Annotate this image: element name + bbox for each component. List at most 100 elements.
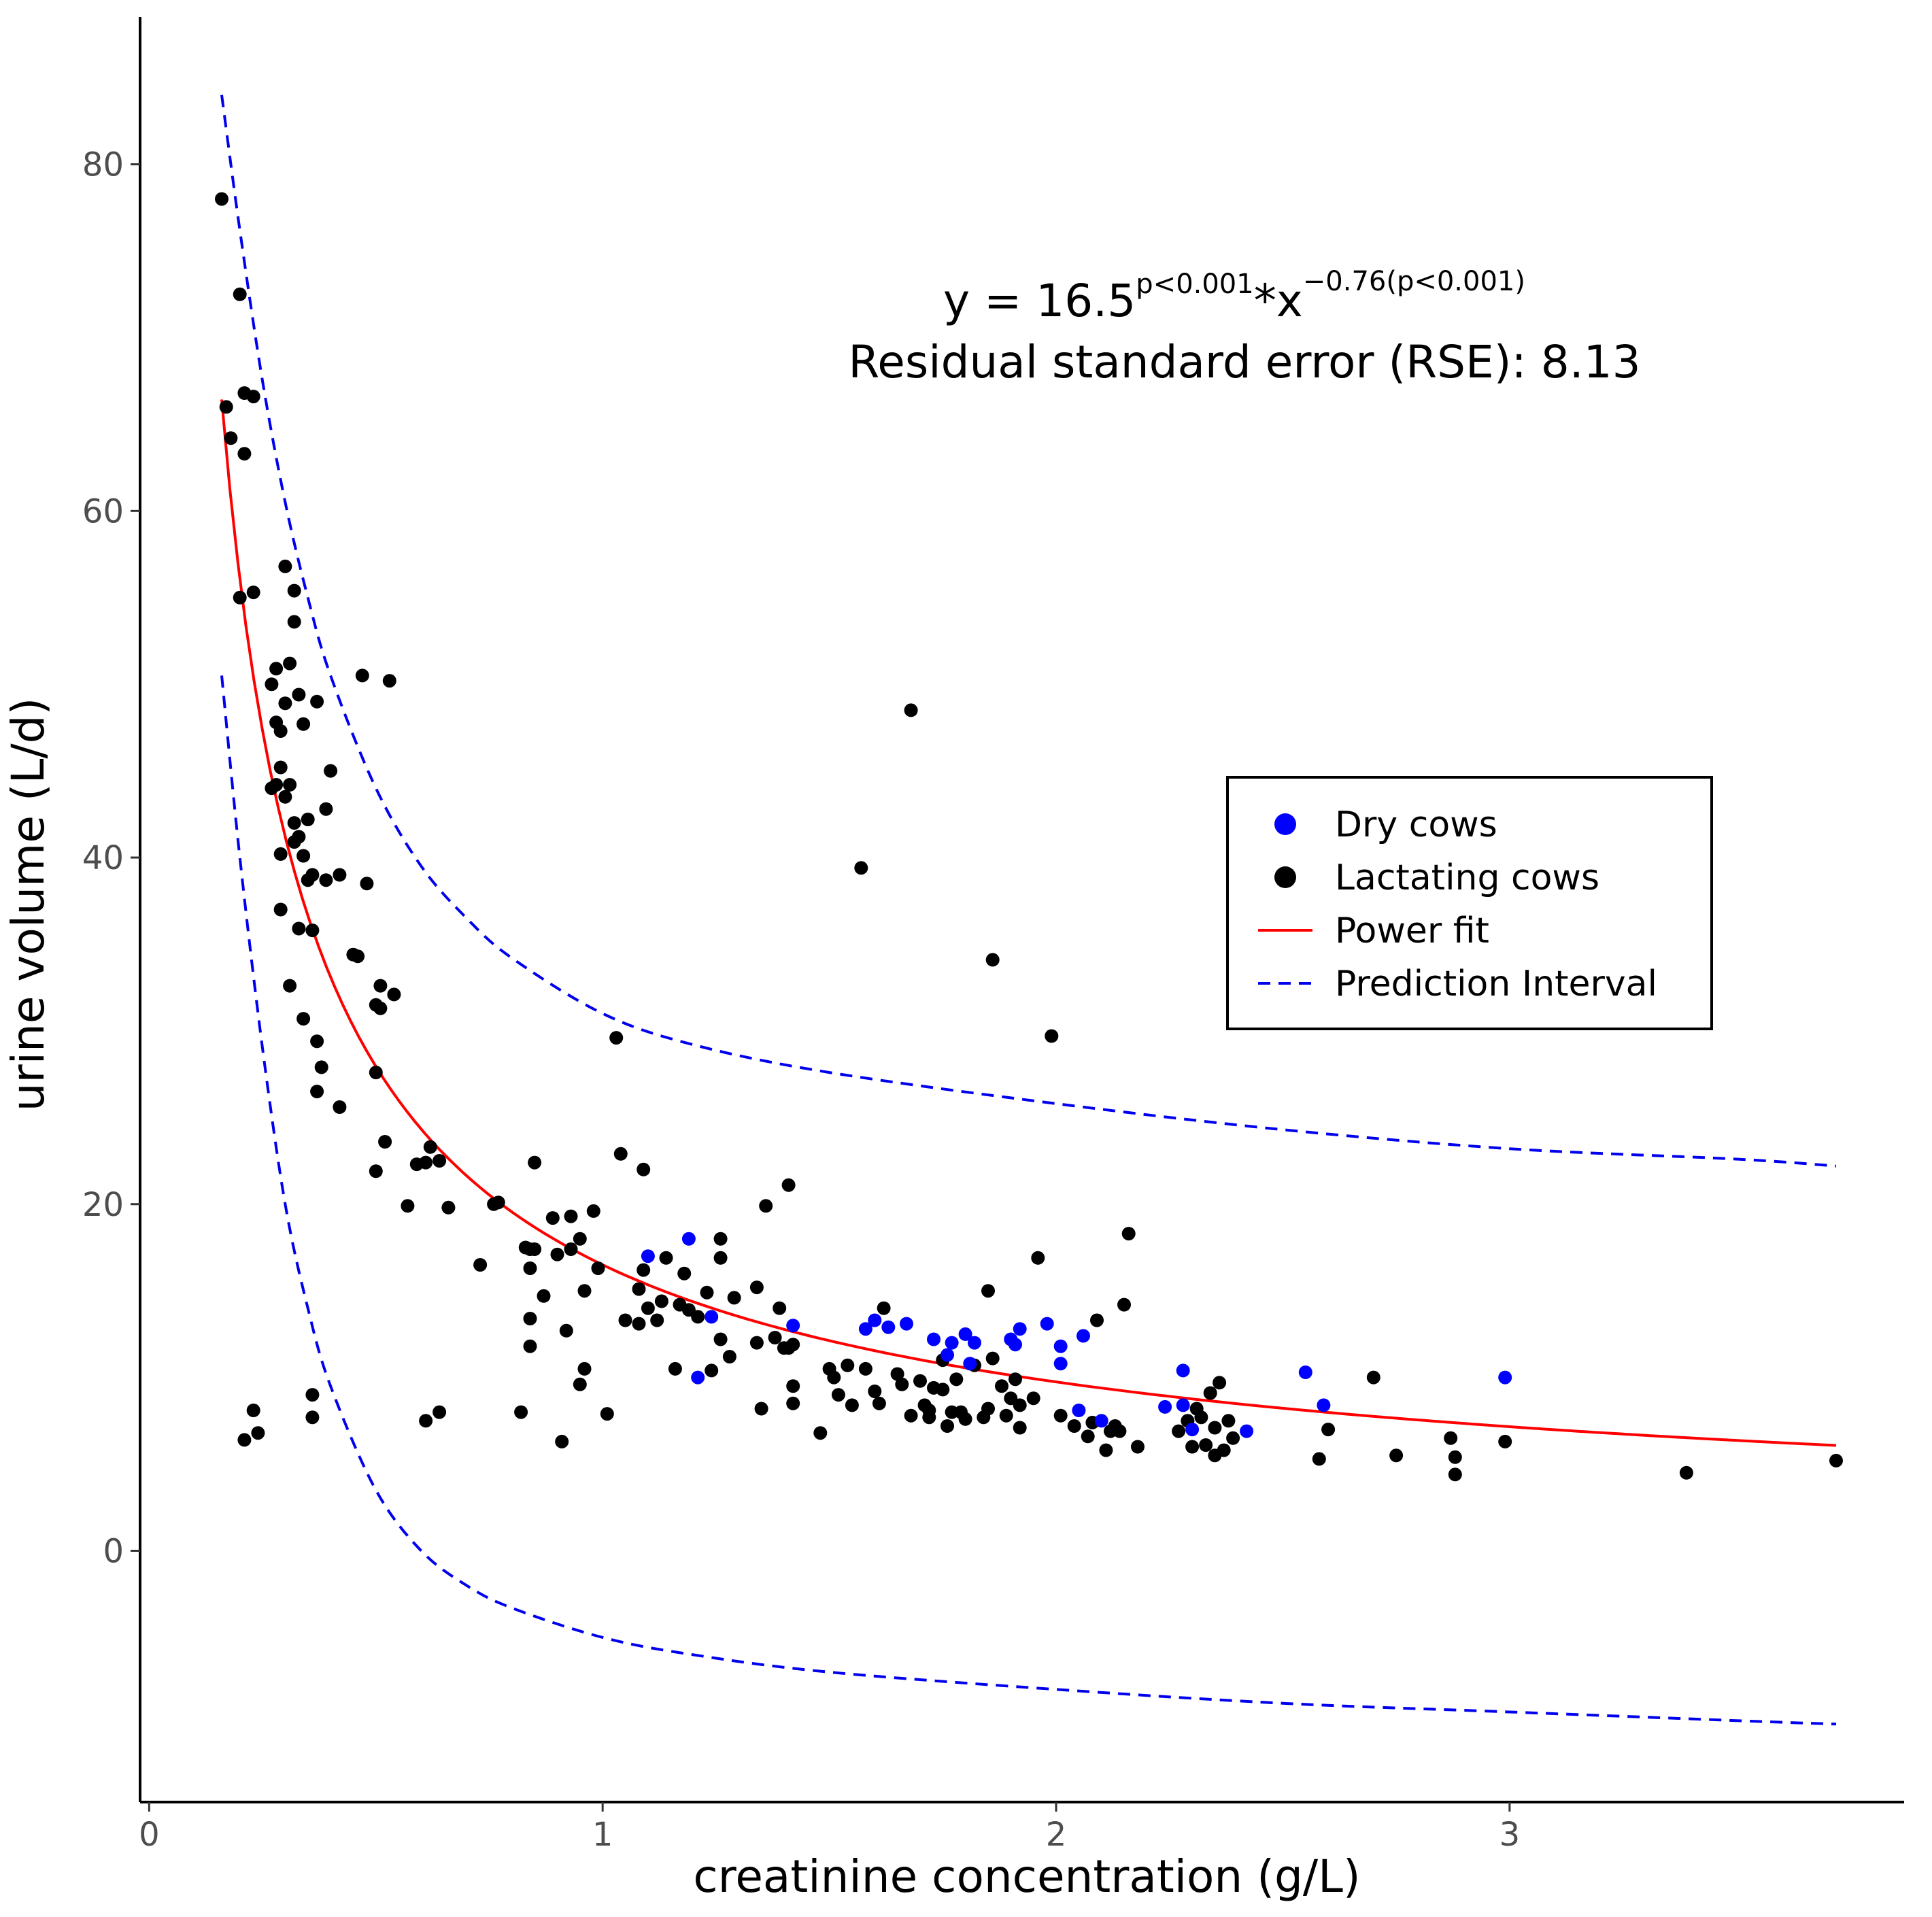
legend-label-dry-cows: Dry cows xyxy=(1335,804,1497,845)
lactating-cow-point xyxy=(949,1372,964,1387)
lactating-cow-point xyxy=(550,1247,564,1261)
lactating-cow-point xyxy=(691,1310,705,1324)
dry-cow-point xyxy=(1298,1365,1312,1379)
lactating-cow-point xyxy=(273,760,288,775)
lactating-cow-point xyxy=(868,1385,882,1398)
lactating-cow-point xyxy=(1172,1424,1186,1438)
lactating-cow-point xyxy=(854,861,868,875)
lactating-cow-point xyxy=(713,1332,728,1346)
lactating-cow-point xyxy=(786,1338,800,1352)
lactating-cow-point xyxy=(773,1301,787,1315)
lactating-cow-point xyxy=(759,1199,773,1213)
lactating-cow-point xyxy=(419,1414,433,1428)
lactating-cow-point xyxy=(283,979,297,993)
lactating-cow-point xyxy=(296,717,311,731)
x-axis-title: creatinine concentration (g/L) xyxy=(693,1850,1360,1903)
legend-label-lactating-cows: Lactating cows xyxy=(1335,858,1599,898)
lactating-cow-point xyxy=(985,953,1000,967)
lactating-cow-point xyxy=(1226,1431,1240,1445)
lactating-cow-point xyxy=(333,1100,347,1114)
lactating-cow-point xyxy=(872,1396,886,1410)
dry-cow-point xyxy=(1185,1423,1200,1437)
lactating-cow-point xyxy=(1448,1450,1462,1464)
lactating-cow-point xyxy=(1031,1251,1045,1265)
lactating-cow-point xyxy=(360,877,374,891)
y-tick-label: 20 xyxy=(82,1186,124,1224)
legend-key-lactating-cows xyxy=(1274,866,1296,888)
lactating-cow-point xyxy=(995,1379,1009,1393)
dry-cow-point xyxy=(881,1320,896,1334)
lactating-cow-point xyxy=(713,1251,728,1265)
dry-cow-point xyxy=(958,1327,972,1341)
lactating-cow-point xyxy=(577,1361,592,1376)
lactating-cow-point xyxy=(296,849,311,863)
lactating-cow-point xyxy=(705,1363,719,1378)
lactating-cow-point xyxy=(845,1398,859,1412)
lactating-cow-point xyxy=(401,1199,415,1213)
lactating-cow-point xyxy=(609,1031,624,1045)
lactating-cow-point xyxy=(618,1313,632,1327)
lactating-cow-point xyxy=(369,1164,383,1178)
lactating-cow-point xyxy=(1121,1227,1136,1241)
lactating-cow-point xyxy=(246,390,260,404)
lactating-cow-point xyxy=(265,781,279,796)
lactating-cow-point xyxy=(858,1361,872,1376)
y-tick-label: 60 xyxy=(82,492,124,530)
lactating-cow-point xyxy=(895,1377,909,1391)
lactating-cow-point xyxy=(528,1155,542,1170)
lactating-cow-point xyxy=(564,1209,578,1223)
lactating-cow-point xyxy=(981,1402,995,1416)
lactating-cow-point xyxy=(233,287,247,301)
lactating-cow-point xyxy=(999,1408,1013,1423)
lactating-cow-point xyxy=(1213,1376,1227,1390)
lactating-cow-point xyxy=(319,802,333,816)
dry-cow-point xyxy=(705,1310,719,1324)
lactating-cow-point xyxy=(904,1408,918,1423)
lactating-cow-point xyxy=(922,1410,936,1425)
dry-cow-point xyxy=(1240,1424,1254,1438)
dry-cow-point xyxy=(1040,1317,1054,1331)
lactating-cow-point xyxy=(713,1232,728,1246)
lactating-cow-point xyxy=(314,1060,328,1074)
lactating-cow-point xyxy=(981,1284,995,1298)
y-tick-label: 40 xyxy=(82,839,124,877)
lactating-cow-point xyxy=(613,1147,628,1161)
dry-cow-point xyxy=(1498,1370,1512,1385)
lactating-cow-point xyxy=(292,688,306,702)
lactating-cow-point xyxy=(1199,1438,1213,1452)
y-axis: 0 20 40 60 80 xyxy=(82,17,141,1802)
lactating-cow-point xyxy=(269,662,284,676)
lactating-cow-point xyxy=(423,1140,437,1154)
lactating-cow-point xyxy=(1099,1443,1113,1457)
lactating-cow-point xyxy=(940,1419,954,1433)
lactating-cow-point xyxy=(700,1285,714,1300)
dry-cow-point xyxy=(1072,1404,1086,1417)
lactating-cow-point xyxy=(749,1336,764,1350)
lactating-cow-point xyxy=(1679,1465,1693,1480)
lactating-cow-point xyxy=(373,1001,388,1015)
lactating-cow-point xyxy=(273,724,288,738)
dry-cow-point xyxy=(1094,1414,1108,1428)
lactating-cow-point xyxy=(292,921,306,936)
data-points xyxy=(215,192,1843,1482)
lactating-cow-point xyxy=(577,1284,592,1298)
rse-line: Residual standard error (RSE): 8.13 xyxy=(848,336,1640,388)
lactating-cow-point xyxy=(215,192,228,206)
lactating-cow-point xyxy=(310,694,324,709)
lactating-cow-point xyxy=(369,1066,383,1080)
lactating-cow-point xyxy=(278,696,292,711)
lactating-cow-point xyxy=(1013,1421,1027,1435)
dry-cow-point xyxy=(1176,1363,1190,1378)
dry-cow-point xyxy=(691,1370,705,1385)
lactating-cow-point xyxy=(278,790,292,804)
x-tick-label: 0 xyxy=(139,1816,160,1854)
lactating-cow-point xyxy=(1829,1453,1843,1468)
lactating-cow-point xyxy=(441,1200,456,1215)
lactating-cow-point xyxy=(233,590,247,605)
dry-cow-point xyxy=(940,1348,954,1362)
lactating-cow-point xyxy=(786,1379,800,1393)
lactating-cow-point xyxy=(768,1331,782,1344)
lactating-cow-point xyxy=(781,1178,796,1192)
lactating-cow-point xyxy=(514,1405,528,1419)
x-axis: 0 1 2 3 xyxy=(139,1801,1904,1854)
